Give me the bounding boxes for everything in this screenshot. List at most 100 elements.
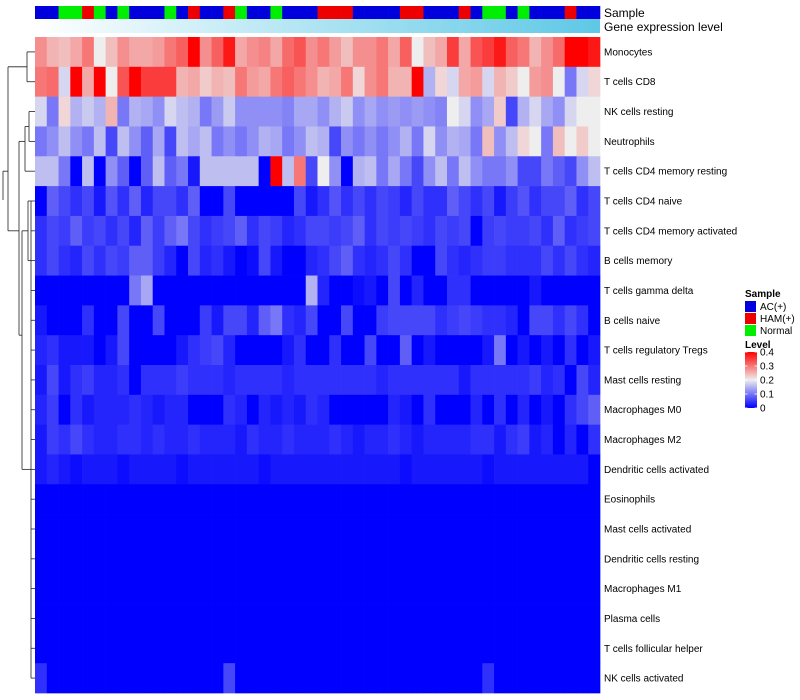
heatmap-cell [482,37,495,68]
heatmap-cell [423,365,436,396]
heatmap-cell [305,275,318,306]
heatmap-cell [588,365,601,396]
heatmap-cell [258,514,271,545]
heatmap-cell [364,365,377,396]
heatmap-cell [293,275,307,306]
heatmap-cell [117,66,130,97]
heatmap-cell [411,156,424,187]
heatmap-cell [93,126,106,157]
heatmap-cell [399,424,413,455]
sample-annot-cell [470,6,483,19]
heatmap-cell [576,514,589,545]
sample-annot-cell [70,6,83,19]
heatmap-cell [140,66,154,97]
heatmap-cell [470,275,483,306]
heatmap-cell [494,275,507,306]
heatmap-cell [517,186,530,217]
heatmap-cell [93,424,106,455]
heatmap-cell [352,603,365,634]
heatmap-cell [70,66,83,97]
heatmap-cell [305,245,318,276]
heatmap-cell [258,245,271,276]
heatmap-cell [446,305,460,336]
heatmap-cell [541,424,554,455]
heatmap-cell [470,186,483,217]
heatmap-cell [164,365,177,396]
heatmap-cell [564,573,577,604]
heatmap-cell [282,663,295,694]
heatmap-cell [164,275,177,306]
heatmap-cell [576,365,589,396]
heatmap-cell [211,305,224,336]
heatmap-cell [82,186,95,217]
row-label-plasma-cells: Plasma cells [604,614,660,625]
heatmap-cell [70,394,83,425]
heatmap-cell [552,245,566,276]
heatmap-cell [517,156,530,187]
heatmap-cell [399,245,413,276]
heatmap-cell [588,603,601,634]
heatmap-cell [541,96,554,127]
heatmap-cell [341,37,354,68]
heatmap-cell [376,543,389,575]
legend-level-tick-label: 0.2 [760,376,774,387]
heatmap-cell [223,484,236,515]
heatmap-cell [223,335,236,366]
heatmap-cell [588,215,601,247]
heatmap-cell [152,186,165,217]
heatmap-cell [105,335,118,366]
heatmap-cell [576,335,589,366]
heatmap-cell [176,96,189,127]
sample-annot-cell [411,6,424,19]
heatmap-cell [446,573,460,604]
heatmap-cell [129,305,142,336]
heatmap-cell [517,215,530,247]
heatmap-cell [341,66,354,97]
heatmap-cell [388,96,401,127]
heatmap-cell [164,126,177,157]
heatmap-cell [423,275,436,306]
heatmap-cell [70,335,83,366]
heatmap-cell [529,514,542,545]
sample-annot-cell [564,6,577,19]
gene-expression-annot-bar [35,19,600,33]
heatmap-cell [70,454,83,485]
heatmap-cell [270,394,283,425]
heatmap-cell [317,663,330,694]
heatmap-cell [435,96,448,127]
heatmap-cell [140,543,154,575]
heatmap-cell [35,663,48,694]
row-label-macrophages-m2: Macrophages M2 [604,435,682,446]
heatmap-cell [576,96,589,127]
heatmap-cell [482,66,495,97]
heatmap-cell [293,66,307,97]
heatmap-cell [470,305,483,336]
heatmap-cell [270,424,283,455]
heatmap-cell [364,424,377,455]
heatmap-cell [541,394,554,425]
heatmap-cell [70,245,83,276]
heatmap-cell [588,66,601,97]
heatmap-cell [505,543,518,575]
sample-annot-cell [317,6,330,19]
heatmap-cell [541,633,554,664]
sample-annot-cell [176,6,189,19]
heatmap-cell [376,424,389,455]
heatmap-cell [129,663,142,694]
heatmap-cell [58,186,71,217]
sample-annot-cell [588,6,601,19]
heatmap-cell [494,305,507,336]
heatmap-cell [588,186,601,217]
heatmap-cell [199,424,212,455]
legend-sample-title: Sample [745,289,781,300]
heatmap-cell [423,573,436,604]
heatmap-cell [435,156,448,187]
heatmap-cell [364,186,377,217]
heatmap-cell [399,156,413,187]
heatmap-cell [140,37,154,68]
heatmap-cell [470,245,483,276]
heatmap-cell [93,245,106,276]
heatmap-cell [552,37,566,68]
sample-annot-cell [446,6,460,19]
heatmap-cell [105,365,118,396]
